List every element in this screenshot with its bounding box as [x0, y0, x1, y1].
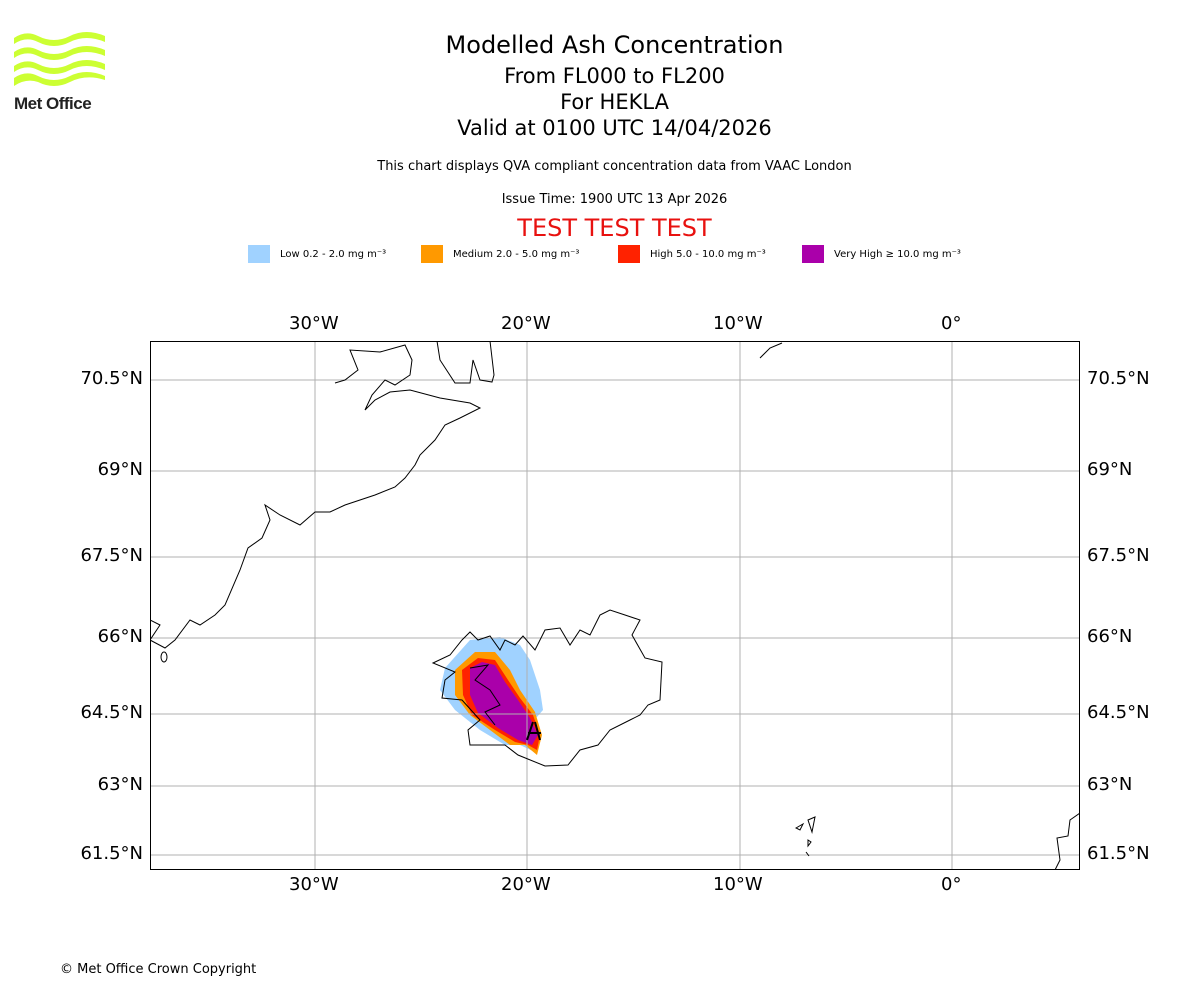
lat-label-left: 61.5°N	[80, 843, 143, 864]
issue-time: Issue Time: 1900 UTC 13 Apr 2026	[501, 192, 728, 207]
valid-time: Valid at 0100 UTC 14/04/2026	[457, 116, 772, 140]
iceland-coast	[431, 609, 663, 767]
lon-label-bottom: 10°W	[713, 874, 763, 895]
gridlines	[150, 341, 1080, 870]
lat-label-right: 70.5°N	[1087, 368, 1150, 389]
copyright: © Met Office Crown Copyright	[60, 962, 257, 977]
lon-label-bottom: 20°W	[501, 874, 551, 895]
test-banner: TEST TEST TEST	[517, 214, 712, 242]
lon-label-top: 0°	[941, 313, 962, 334]
chart-description: This chart displays QVA compliant concen…	[377, 159, 852, 174]
lon-label-top: 10°W	[713, 313, 763, 334]
legend-label: High 5.0 - 10.0 mg m⁻³	[650, 248, 766, 260]
lon-label-bottom: 0°	[941, 874, 962, 895]
ash-very-high	[470, 662, 538, 745]
greenland-coast	[150, 344, 482, 649]
lat-label-left: 66°N	[97, 626, 143, 647]
lat-label-left: 70.5°N	[80, 368, 143, 389]
met-office-logo: Met Office	[14, 32, 105, 112]
legend-label: Very High ≥ 10.0 mg m⁻³	[834, 248, 961, 260]
shetland-coast	[1054, 812, 1080, 870]
lat-label-right: 64.5°N	[1087, 702, 1150, 723]
legend-item-low: Low 0.2 - 2.0 mg m⁻³	[248, 245, 386, 263]
legend-swatch	[618, 245, 640, 263]
faroe-islands	[794, 816, 816, 857]
chart-title: Modelled Ash Concentration	[445, 31, 784, 59]
lon-label-bottom: 30°W	[289, 874, 339, 895]
lat-label-right: 69°N	[1087, 459, 1133, 480]
lat-label-left: 64.5°N	[80, 702, 143, 723]
legend-label: Medium 2.0 - 5.0 mg m⁻³	[453, 248, 580, 260]
map-frame	[150, 341, 1080, 870]
lat-label-left: 63°N	[97, 774, 143, 795]
svg-text:Met Office: Met Office	[14, 94, 91, 112]
lon-label-top: 20°W	[501, 313, 551, 334]
legend-item-very-high: Very High ≥ 10.0 mg m⁻³	[802, 245, 961, 263]
volcano-name: For HEKLA	[560, 90, 669, 114]
legend-swatch	[421, 245, 443, 263]
coastlines	[150, 341, 1080, 870]
flight-levels: From FL000 to FL200	[504, 64, 725, 88]
lat-label-right: 67.5°N	[1087, 545, 1150, 566]
legend-item-high: High 5.0 - 10.0 mg m⁻³	[618, 245, 766, 263]
lat-label-left: 69°N	[97, 459, 143, 480]
legend-swatch	[248, 245, 270, 263]
volcano-symbol	[526, 721, 541, 741]
legend-label: Low 0.2 - 2.0 mg m⁻³	[280, 248, 387, 260]
lat-label-right: 61.5°N	[1087, 843, 1150, 864]
lat-label-left: 67.5°N	[80, 545, 143, 566]
lat-label-right: 63°N	[1087, 774, 1133, 795]
lon-label-top: 30°W	[289, 313, 339, 334]
lat-label-right: 66°N	[1087, 626, 1133, 647]
legend-item-medium: Medium 2.0 - 5.0 mg m⁻³	[421, 245, 579, 263]
legend-swatch	[802, 245, 824, 263]
